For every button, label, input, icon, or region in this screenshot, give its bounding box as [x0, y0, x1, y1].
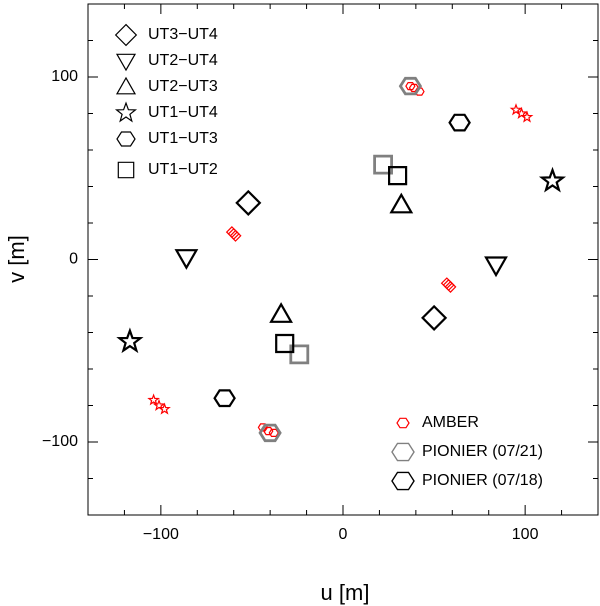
data-point [509, 103, 523, 116]
data-point [405, 81, 416, 91]
legend-marker [114, 101, 138, 123]
x-axis-label: u [m] [321, 580, 370, 605]
data-point [373, 154, 394, 175]
data-point [174, 249, 199, 270]
legend-marker [391, 471, 415, 491]
y-tick-label: 0 [69, 251, 78, 268]
data-point [538, 166, 567, 193]
data-point [440, 277, 453, 290]
y-axis-label: v [m] [4, 235, 29, 283]
data-point [225, 226, 238, 239]
legend-label: UT1−UT2 [148, 161, 218, 178]
data-point [520, 110, 534, 123]
data-point [421, 304, 448, 331]
data-point [484, 256, 508, 278]
data-point [116, 327, 144, 354]
data-point [213, 389, 236, 408]
data-point [389, 192, 414, 214]
y-tick-label: −100 [42, 433, 78, 450]
legend-label: UT1−UT3 [148, 130, 218, 147]
legend-marker [396, 417, 410, 429]
legend-marker [391, 442, 415, 462]
y-tick-label: 100 [51, 68, 78, 85]
data-point [289, 344, 310, 365]
x-tick-label: 100 [512, 526, 539, 543]
legend-label: PIONIER (07/18) [422, 472, 543, 489]
data-point [235, 189, 262, 216]
legend-label: AMBER [422, 414, 479, 431]
data-point [158, 402, 171, 415]
legend-label: UT1−UT4 [148, 104, 218, 121]
data-point [414, 87, 425, 96]
data-point [229, 229, 242, 242]
data-point [442, 279, 455, 292]
data-point [444, 280, 457, 293]
x-tick-label: −100 [143, 526, 179, 543]
legend-label: UT2−UT3 [148, 78, 218, 95]
legend-label: UT3−UT4 [148, 26, 218, 43]
data-point [258, 423, 282, 443]
data-point [147, 393, 160, 406]
data-point [268, 428, 280, 437]
legend-label: PIONIER (07/21) [422, 443, 543, 460]
data-point [388, 166, 408, 186]
data-point [448, 113, 471, 132]
legend-marker [116, 131, 136, 147]
legend-marker [115, 76, 137, 95]
legend-marker [115, 53, 137, 72]
legend-label: UT2−UT4 [148, 52, 218, 69]
data-point [398, 76, 423, 96]
data-point [269, 302, 293, 323]
legend-marker [114, 23, 138, 47]
x-tick-label: 0 [339, 526, 348, 543]
legend-marker [117, 161, 135, 179]
data-point [227, 227, 240, 240]
data-point [275, 333, 295, 354]
